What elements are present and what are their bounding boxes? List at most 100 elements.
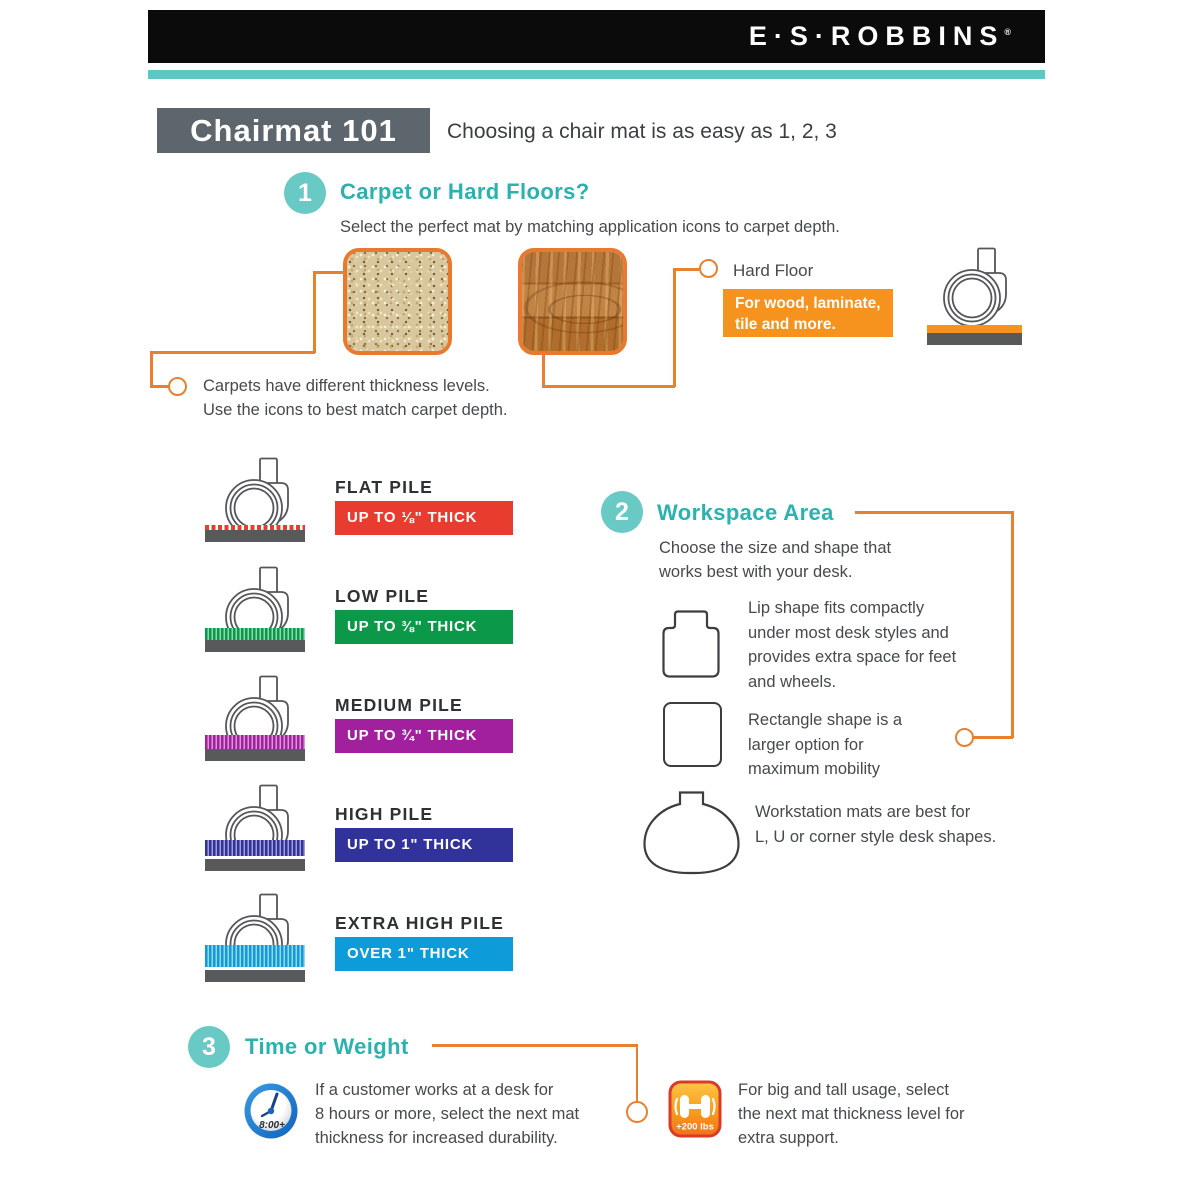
pile-thickness-bar: OVER 1" THICK <box>335 937 513 971</box>
hard-floor-label: Hard Floor <box>733 261 814 280</box>
step3-heading: Time or Weight <box>245 1034 409 1059</box>
page-tagline: Choosing a chair mat is as easy as 1, 2,… <box>447 120 837 143</box>
pile-row-flat: FLAT PILE UP TO ⅛" THICK <box>205 455 520 561</box>
carpet-pile-sample <box>205 945 305 967</box>
connector-line <box>313 271 316 353</box>
clock-time-label: 8:00+ <box>259 1120 285 1131</box>
carpet-swatch-image <box>343 248 452 355</box>
connector-line <box>150 351 315 354</box>
hard-floor-note-line2: tile and more. <box>735 316 836 333</box>
carpet-note: Carpets have different thickness levels.… <box>203 374 508 422</box>
workstation-line: Workstation mats are best for <box>755 803 971 821</box>
caster-wheel-icon <box>943 247 1007 327</box>
rectangle-shape-text: Rectangle shape is a larger option for m… <box>748 708 902 782</box>
step1-number-circle: 1 <box>284 172 326 214</box>
weight-line: the next mat thickness level for <box>738 1105 965 1123</box>
clock-icon: 8:00+ <box>244 1083 298 1139</box>
floor-base <box>205 749 305 761</box>
step2-number-circle: 2 <box>601 491 643 533</box>
dumbbell-icon: +200 lbs <box>668 1080 722 1138</box>
lip-shape-text: Lip shape fits compactly under most desk… <box>748 596 956 694</box>
hardwood-swatch-image <box>518 248 627 355</box>
mat-divider <box>205 856 305 859</box>
pile-thickness-bar: UP TO ¾" THICK <box>335 719 513 753</box>
step2-heading: Workspace Area <box>657 500 834 525</box>
lip-line: provides extra space for feet <box>748 648 957 666</box>
brand-logo: E·S·ROBBINS® <box>749 21 1045 52</box>
step1-heading: Carpet or Hard Floors? <box>340 179 590 204</box>
connector-line <box>150 351 153 387</box>
carpet-note-line1: Carpets have different thickness levels. <box>203 377 490 395</box>
rectangle-line: maximum mobility <box>748 760 881 778</box>
pile-name: EXTRA HIGH PILE <box>335 913 505 933</box>
weight-line: extra support. <box>738 1129 839 1147</box>
rectangle-line: larger option for <box>748 735 864 754</box>
hard-floor-note-line1: For wood, laminate, <box>735 295 881 312</box>
pile-name: FLAT PILE <box>335 477 433 497</box>
wood-texture <box>522 252 623 351</box>
pile-thickness-bar: UP TO 1" THICK <box>335 828 513 862</box>
connector-line <box>1011 511 1014 738</box>
lip-shape-icon <box>662 610 720 678</box>
hard-floor-mat-stripe <box>927 325 1022 333</box>
workstation-line: L, U or corner style desk shapes. <box>755 827 997 846</box>
time-line: If a customer works at a desk for <box>315 1081 554 1099</box>
pile-row-low: LOW PILE UP TO ⅜" THICK <box>205 564 520 670</box>
brand-logo-text: E·S·ROBBINS <box>748 21 1005 51</box>
floor-base <box>205 530 305 542</box>
teal-accent-stripe <box>148 70 1045 79</box>
connector-line <box>150 385 170 388</box>
time-line: thickness for increased durability. <box>315 1129 558 1147</box>
floor-base <box>205 970 305 982</box>
pile-row-medium: MEDIUM PILE UP TO ¾" THICK <box>205 673 520 779</box>
carpet-pile-sample <box>205 840 305 856</box>
lip-line: Lip shape fits compactly <box>748 599 925 617</box>
step3-number-circle: 3 <box>188 1026 230 1068</box>
connector-line <box>855 511 1013 514</box>
step1-subheading: Select the perfect mat by matching appli… <box>340 218 840 236</box>
pile-name: HIGH PILE <box>335 804 434 824</box>
lip-line: under most desk styles and <box>748 623 949 642</box>
page-title-badge: Chairmat 101 <box>157 108 430 153</box>
connector-line <box>673 269 676 387</box>
connector-endpoint-circle <box>168 377 187 396</box>
connector-line <box>673 268 699 271</box>
floor-base <box>205 640 305 652</box>
registered-mark: ® <box>1004 27 1011 37</box>
lip-line: and wheels. <box>748 672 837 691</box>
rectangle-shape-icon <box>663 702 722 767</box>
weight-text: For big and tall usage, select the next … <box>738 1078 965 1150</box>
connector-line <box>432 1044 638 1047</box>
hard-floor-base-stripe <box>927 333 1022 345</box>
carpet-pile-sample <box>205 735 305 749</box>
time-text: If a customer works at a desk for 8 hour… <box>315 1078 579 1150</box>
workstation-shape-text: Workstation mats are best for L, U or co… <box>755 800 996 849</box>
pile-thickness-bar: UP TO ⅜" THICK <box>335 610 513 644</box>
rectangle-line: Rectangle shape is a <box>748 711 903 729</box>
connector-line <box>313 271 345 274</box>
connector-line <box>635 1044 638 1101</box>
mat-divider <box>205 967 305 970</box>
carpet-texture <box>347 252 448 351</box>
carpet-note-line2: Use the icons to best match carpet depth… <box>203 401 508 419</box>
connector-endpoint-circle <box>955 728 974 747</box>
pile-name: MEDIUM PILE <box>335 695 463 715</box>
step2-subheading: Choose the size and shape that works bes… <box>659 536 891 584</box>
carpet-pile-sample <box>205 525 305 530</box>
connector-line <box>542 385 675 388</box>
workstation-shape-icon <box>643 791 740 875</box>
pile-row-extra-high: EXTRA HIGH PILE OVER 1" THICK <box>205 891 520 997</box>
connector-endpoint-circle <box>699 259 718 278</box>
connector-line <box>542 355 545 387</box>
brand-header-bar: E·S·ROBBINS® <box>148 10 1045 63</box>
time-line: 8 hours or more, select the next mat <box>315 1105 580 1123</box>
weight-badge-label: +200 lbs <box>676 1122 714 1133</box>
step2-sub-line2: works best with your desk. <box>659 563 853 581</box>
hard-floor-note-box: For wood, laminate, tile and more. <box>723 289 893 337</box>
weight-line: For big and tall usage, select <box>738 1081 949 1099</box>
connector-line <box>973 736 1013 739</box>
connector-endpoint-circle <box>626 1101 648 1123</box>
pile-row-high: HIGH PILE UP TO 1" THICK <box>205 782 520 888</box>
carpet-pile-sample <box>205 628 305 640</box>
